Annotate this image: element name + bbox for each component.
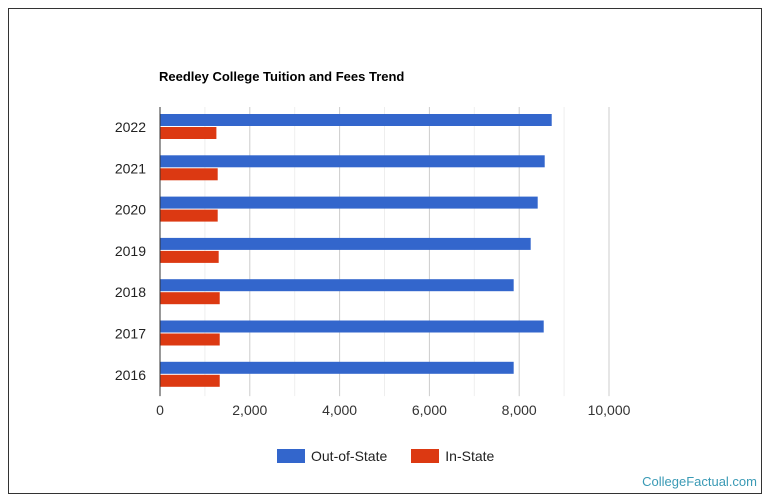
bar-out-of-state-2017 <box>160 320 544 333</box>
bar-out-of-state-2021 <box>160 155 545 168</box>
legend-label: Out-of-State <box>311 448 388 464</box>
bar-in-state-2021 <box>160 168 218 181</box>
bar-out-of-state-2022 <box>160 114 552 126</box>
x-tick-label: 10,000 <box>588 402 631 418</box>
y-tick-label: 2018 <box>115 284 146 300</box>
chart-title: Reedley College Tuition and Fees Trend <box>159 69 405 84</box>
bar-in-state-2018 <box>160 292 220 305</box>
legend-swatch <box>411 449 440 463</box>
legend-item-out-of-state[interactable]: Out-of-State <box>277 448 387 464</box>
bar-out-of-state-2018 <box>160 279 514 292</box>
y-tick-label: 2021 <box>115 160 146 176</box>
y-tick-label: 2016 <box>115 367 146 383</box>
y-tick-label: 2020 <box>115 202 146 218</box>
legend: Out-of-State In-State <box>277 448 494 464</box>
y-tick-label: 2017 <box>115 326 146 342</box>
bar-in-state-2019 <box>160 250 219 263</box>
bar-in-state-2016 <box>160 374 220 387</box>
chart-frame: Reedley College Tuition and Fees Trend 0… <box>8 8 762 494</box>
bar-in-state-2022 <box>160 127 217 139</box>
y-tick-label: 2022 <box>115 119 146 135</box>
x-tick-label: 4,000 <box>322 402 357 418</box>
y-tick-label: 2019 <box>115 243 146 259</box>
legend-label: In-State <box>445 448 495 464</box>
x-tick-label: 2,000 <box>232 402 267 418</box>
legend-item-in-state[interactable]: In-State <box>411 448 494 464</box>
x-tick-label: 0 <box>156 402 164 418</box>
bar-out-of-state-2016 <box>160 361 514 374</box>
bar-in-state-2017 <box>160 333 220 346</box>
bar-in-state-2020 <box>160 209 218 222</box>
x-tick-label: 6,000 <box>412 402 447 418</box>
brand-link[interactable]: CollegeFactual.com <box>642 474 757 489</box>
bar-chart: 0 2,000 4,000 6,000 8,000 10,000 2022 2021 2020 2… <box>115 107 631 418</box>
legend-swatch <box>277 449 305 463</box>
bar-out-of-state-2020 <box>160 196 538 209</box>
bar-out-of-state-2019 <box>160 237 531 250</box>
x-tick-label: 8,000 <box>502 402 537 418</box>
